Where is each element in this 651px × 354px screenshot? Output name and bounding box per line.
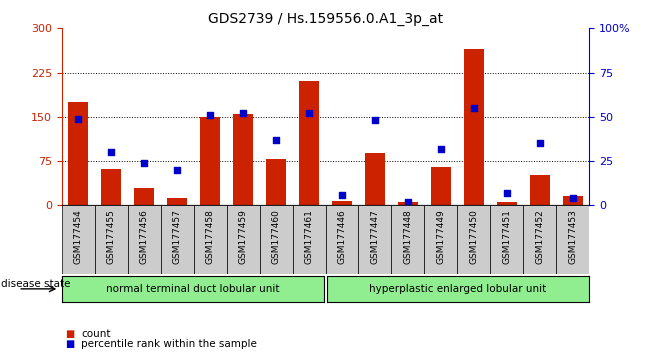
FancyBboxPatch shape — [523, 205, 556, 274]
Bar — [233, 114, 253, 205]
Point — [271, 137, 281, 143]
Text: ■: ■ — [65, 339, 74, 349]
Text: count: count — [81, 329, 111, 339]
Bar — [497, 202, 517, 205]
Text: disease state: disease state — [1, 279, 70, 289]
Text: GSM177451: GSM177451 — [503, 209, 511, 264]
Point — [205, 112, 215, 118]
Text: GSM177455: GSM177455 — [107, 209, 116, 264]
Point — [139, 160, 150, 166]
Text: GSM177456: GSM177456 — [140, 209, 148, 264]
Text: GSM177450: GSM177450 — [469, 209, 478, 264]
Point — [370, 118, 380, 123]
FancyBboxPatch shape — [326, 205, 359, 274]
Text: percentile rank within the sample: percentile rank within the sample — [81, 339, 257, 349]
Bar — [102, 169, 121, 205]
Bar — [68, 102, 88, 205]
Point — [337, 192, 347, 198]
Bar — [201, 117, 220, 205]
FancyBboxPatch shape — [490, 205, 523, 274]
Text: GSM177457: GSM177457 — [173, 209, 182, 264]
Point — [403, 199, 413, 205]
FancyBboxPatch shape — [391, 205, 424, 274]
Point — [106, 149, 117, 155]
FancyBboxPatch shape — [227, 205, 260, 274]
Text: GSM177448: GSM177448 — [404, 209, 412, 263]
Text: GSM177459: GSM177459 — [239, 209, 247, 264]
Text: GSM177454: GSM177454 — [74, 209, 83, 263]
Bar — [134, 188, 154, 205]
FancyBboxPatch shape — [292, 205, 326, 274]
Point — [568, 195, 578, 201]
Bar — [332, 201, 352, 205]
Text: GSM177449: GSM177449 — [436, 209, 445, 263]
Text: ■: ■ — [65, 329, 74, 339]
Point — [501, 190, 512, 196]
Point — [172, 167, 182, 173]
Text: GSM177452: GSM177452 — [535, 209, 544, 263]
FancyBboxPatch shape — [556, 205, 589, 274]
Bar — [365, 153, 385, 205]
Bar — [464, 49, 484, 205]
FancyBboxPatch shape — [95, 205, 128, 274]
FancyBboxPatch shape — [128, 205, 161, 274]
Bar — [562, 196, 583, 205]
Point — [469, 105, 479, 111]
Point — [238, 110, 248, 116]
FancyBboxPatch shape — [194, 205, 227, 274]
Text: GSM177458: GSM177458 — [206, 209, 215, 264]
Point — [534, 141, 545, 146]
Text: GSM177447: GSM177447 — [370, 209, 380, 263]
Text: GSM177460: GSM177460 — [271, 209, 281, 264]
Title: GDS2739 / Hs.159556.0.A1_3p_at: GDS2739 / Hs.159556.0.A1_3p_at — [208, 12, 443, 26]
Point — [73, 116, 83, 121]
Text: hyperplastic enlarged lobular unit: hyperplastic enlarged lobular unit — [369, 284, 547, 294]
Bar — [167, 198, 187, 205]
Bar — [266, 159, 286, 205]
Bar — [398, 202, 418, 205]
Text: GSM177453: GSM177453 — [568, 209, 577, 264]
FancyBboxPatch shape — [161, 205, 194, 274]
Bar — [431, 167, 450, 205]
FancyBboxPatch shape — [457, 205, 490, 274]
Text: GSM177461: GSM177461 — [305, 209, 314, 264]
Text: GSM177446: GSM177446 — [337, 209, 346, 263]
FancyBboxPatch shape — [260, 205, 292, 274]
FancyBboxPatch shape — [359, 205, 391, 274]
FancyBboxPatch shape — [424, 205, 457, 274]
Bar — [530, 175, 549, 205]
Point — [304, 110, 314, 116]
FancyBboxPatch shape — [62, 205, 95, 274]
Bar — [299, 81, 319, 205]
Point — [436, 146, 446, 152]
Text: normal terminal duct lobular unit: normal terminal duct lobular unit — [106, 284, 280, 294]
